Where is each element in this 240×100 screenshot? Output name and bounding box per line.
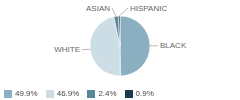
html-text:46.9%: 46.9%	[56, 89, 80, 98]
html-text:2.4%: 2.4%	[98, 89, 117, 98]
svg-text:BLACK: BLACK	[160, 41, 187, 50]
svg-text:WHITE: WHITE	[54, 45, 80, 54]
svg-text:HISPANIC: HISPANIC	[130, 4, 167, 13]
html-text:0.9%: 0.9%	[135, 89, 154, 98]
html-text:49.9%: 49.9%	[15, 89, 38, 98]
svg-text:ASIAN: ASIAN	[86, 4, 110, 13]
